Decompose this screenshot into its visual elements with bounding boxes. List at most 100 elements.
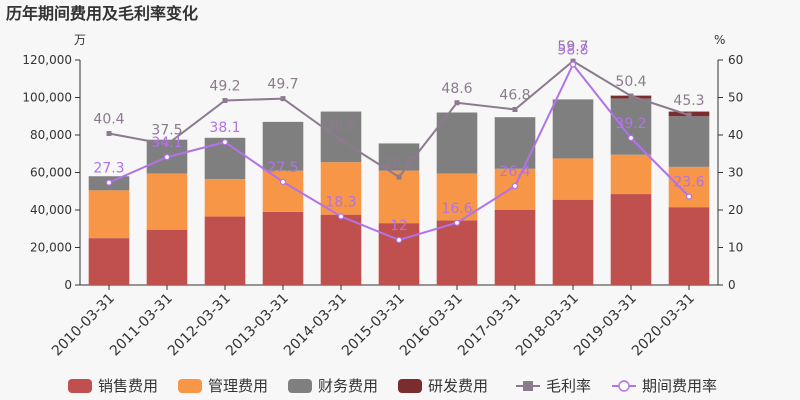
- expense-ratio-point: [221, 139, 229, 146]
- legend-label: 财务费用: [318, 377, 378, 395]
- left-tick-label: 100,000: [22, 91, 72, 105]
- right-tick-label: 60: [728, 53, 743, 67]
- gross-margin-point: [396, 174, 402, 180]
- gross-margin-point: [570, 58, 576, 64]
- expense-ratio-label: 27.3: [93, 161, 124, 177]
- bar-admin: [552, 158, 594, 200]
- bar-finance: [378, 143, 420, 171]
- data-labels: 40.4 37.5 49.2 49.7 38.6 28.8 48.6 46.8 59.7 50.4…: [93, 39, 704, 234]
- expense-ratio-label: 34.1: [151, 135, 182, 151]
- expense-ratio-point: [627, 134, 635, 142]
- bar-finance: [436, 112, 478, 174]
- bar-finance: [668, 116, 710, 167]
- legend-swatch: [178, 379, 202, 393]
- right-tick-label: 0: [728, 278, 736, 292]
- bar-sales: [668, 207, 710, 285]
- legend-swatch: [288, 379, 312, 393]
- legend-marker: [618, 380, 630, 392]
- left-tick-label: 120,000: [22, 53, 72, 67]
- bar-admin: [436, 173, 478, 221]
- expense-ratio-label: 39.2: [615, 116, 646, 132]
- bar-sales: [610, 194, 652, 285]
- expense-ratio-label: 38.1: [209, 120, 240, 136]
- legend-swatch: [68, 379, 92, 393]
- gross-margin-point: [280, 96, 286, 102]
- bar-finance: [262, 121, 304, 171]
- legend-label: 销售费用: [98, 377, 158, 395]
- bar-sales: [262, 211, 304, 285]
- legend-swatch: [398, 379, 422, 393]
- gross-margin-label: 50.4: [615, 74, 646, 90]
- left-axis-unit: 万: [74, 33, 86, 47]
- legend-item-bar[interactable]: 管理费用: [178, 377, 268, 395]
- bar-finance: [320, 111, 362, 163]
- legend-item-line[interactable]: 毛利率: [516, 377, 591, 395]
- gross-margin-point: [222, 98, 228, 103]
- gross-margin-point: [106, 131, 112, 136]
- expense-ratio-label: 12: [390, 218, 408, 234]
- bar-sales: [320, 214, 362, 285]
- gross-margin-point: [454, 100, 460, 106]
- gross-margin-label: 49.7: [267, 77, 298, 93]
- legend-item-line[interactable]: 期间费用率: [612, 377, 717, 395]
- gross-margin-point: [164, 141, 170, 147]
- bar-sales: [204, 216, 246, 285]
- expense-ratio-point: [569, 61, 577, 68]
- legend-item-bar[interactable]: 销售费用: [68, 377, 158, 395]
- bars: [88, 95, 710, 285]
- gross-margin-label: 45.3: [673, 93, 704, 109]
- gross-margin-label: 37.5: [151, 122, 182, 138]
- gross-margin-label: 40.4: [93, 112, 124, 128]
- right-tick-label: 10: [728, 241, 743, 255]
- expense-ratio-label: 23.6: [673, 175, 704, 191]
- bar-sales: [494, 210, 536, 285]
- bar-admin: [262, 170, 304, 212]
- expense-ratio-point: [511, 182, 519, 190]
- right-tick-label: 40: [728, 128, 743, 142]
- legend-item-bar[interactable]: 财务费用: [288, 377, 378, 395]
- expense-ratio-label: 58.8: [557, 43, 588, 59]
- left-tick-label: 60,000: [30, 166, 72, 180]
- chart-title: 历年期间费用及毛利率变化: [6, 4, 198, 23]
- bar-finance: [552, 99, 594, 159]
- expense-ratio-point: [453, 219, 461, 226]
- expense-ratio-point: [395, 236, 403, 244]
- gross-margin-label: 59.7: [557, 39, 588, 55]
- x-tick-label: 2020-03-31: [629, 291, 698, 360]
- right-tick-label: 20: [728, 203, 743, 217]
- expense-ratio-label: 16.6: [441, 201, 472, 217]
- expense-ratio-point: [685, 193, 693, 200]
- right-tick-label: 30: [728, 166, 743, 180]
- bar-admin: [668, 166, 710, 208]
- left-tick-label: 0: [64, 278, 72, 292]
- legend-marker: [523, 381, 533, 391]
- expense-ratio-point: [163, 154, 171, 161]
- gross-margin-point: [512, 107, 518, 112]
- legend-item-bar[interactable]: 研发费用: [398, 377, 488, 395]
- legend-label: 研发费用: [428, 377, 488, 395]
- expense-ratio-label: 26.4: [499, 164, 530, 180]
- gross-margin-point: [628, 93, 634, 99]
- bar-admin: [204, 179, 246, 217]
- legend-label: 期间费用率: [642, 377, 717, 395]
- left-tick-label: 80,000: [30, 128, 72, 142]
- gross-margin-label: 49.2: [209, 79, 240, 95]
- bar-sales: [552, 199, 594, 285]
- bar-finance: [610, 98, 652, 155]
- gross-margin-label: 28.8: [383, 155, 414, 171]
- bar-admin: [320, 162, 362, 215]
- expense-ratio-label: 18.3: [325, 194, 356, 210]
- bar-sales: [436, 220, 478, 285]
- expense-ratio-point: [279, 178, 287, 185]
- gross-margin-label: 46.8: [499, 88, 530, 104]
- gross-margin-point: [338, 137, 344, 143]
- gross-margin-label: 48.6: [441, 81, 472, 97]
- legend-label: 毛利率: [546, 377, 591, 395]
- bar-admin: [610, 154, 652, 195]
- gross-margin-point: [686, 112, 692, 118]
- bar-admin: [146, 173, 188, 230]
- bar-finance: [494, 117, 536, 169]
- lines: [105, 58, 693, 244]
- legend[interactable]: 销售费用 管理费用 财务费用 研发费用 毛利率 期间费用率: [68, 377, 717, 395]
